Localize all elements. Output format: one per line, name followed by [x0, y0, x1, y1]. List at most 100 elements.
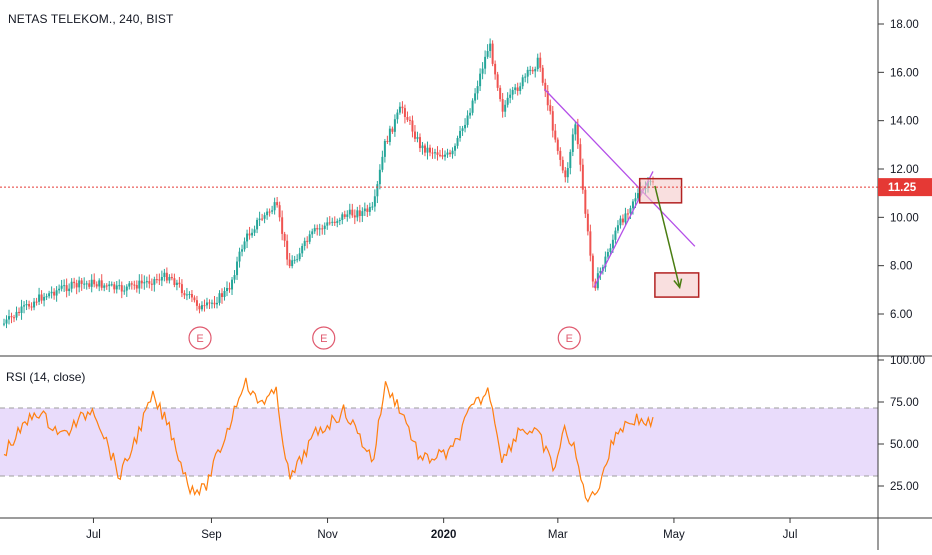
candle: [145, 281, 148, 283]
candle: [624, 213, 627, 223]
candle: [454, 145, 457, 151]
candle: [331, 221, 334, 223]
candle: [611, 239, 614, 249]
candle: [213, 302, 216, 305]
rsi-layer: [3, 377, 654, 503]
candle: [491, 43, 494, 64]
candle: [178, 282, 181, 285]
earnings-marker-label: E: [196, 333, 203, 345]
candle: [604, 256, 607, 268]
candle: [88, 283, 91, 287]
candle: [313, 228, 316, 232]
current-price-badge: [878, 178, 932, 197]
candle: [589, 231, 592, 256]
candle: [426, 147, 429, 153]
candle: [256, 219, 259, 230]
target-rectangle[interactable]: [638, 177, 683, 204]
candle: [25, 304, 28, 306]
candle: [579, 144, 582, 165]
candle: [195, 300, 198, 306]
candle: [479, 73, 482, 87]
candle: [511, 89, 514, 95]
axis-layer: 6.00 8.00 10.00 12.00 14.00 16.00 18.00 11.25 25…: [86, 19, 932, 541]
candle: [446, 152, 449, 155]
candle: [168, 276, 171, 281]
candle: [584, 189, 587, 214]
candle: [338, 219, 341, 222]
candle: [521, 77, 524, 87]
candle: [13, 317, 16, 319]
candle: [236, 261, 239, 276]
candle: [115, 285, 118, 290]
candle: [351, 209, 354, 216]
price-tick-label: 18.00: [890, 19, 919, 31]
candle: [418, 137, 421, 149]
candle: [423, 145, 426, 153]
candle: [271, 210, 274, 212]
candle: [160, 277, 163, 281]
candle: [140, 280, 143, 284]
earnings-marker[interactable]: [312, 326, 336, 350]
candle: [356, 210, 359, 218]
candle: [341, 214, 344, 220]
candle: [358, 210, 361, 217]
candle: [248, 233, 251, 236]
rsi-line: [3, 377, 654, 503]
candle: [609, 248, 612, 253]
candle: [626, 213, 629, 215]
candle: [484, 56, 487, 69]
candle: [371, 206, 374, 208]
price-tick-label: 12.00: [890, 164, 919, 176]
candle: [95, 284, 98, 287]
candle: [268, 211, 271, 213]
trendline[interactable]: [544, 88, 696, 247]
rsi-indicator-label[interactable]: RSI (14, close): [6, 370, 86, 384]
candle: [153, 279, 156, 285]
candle: [373, 196, 376, 207]
earnings-marker[interactable]: [557, 326, 581, 350]
candle: [80, 280, 83, 284]
candle: [100, 280, 103, 288]
candle: [436, 152, 439, 155]
candle: [83, 283, 86, 285]
candle: [406, 117, 409, 120]
candle: [303, 240, 306, 247]
candle: [469, 112, 472, 116]
candle: [428, 147, 431, 153]
candle: [93, 279, 96, 285]
candle: [258, 218, 261, 220]
candle: [451, 150, 454, 155]
candle: [281, 217, 284, 234]
candle: [5, 319, 8, 324]
candle: [569, 151, 572, 169]
candle: [148, 281, 151, 284]
candle: [190, 293, 193, 298]
price-layer: [3, 38, 654, 329]
candle: [155, 279, 158, 281]
candle: [591, 255, 594, 282]
candle: [408, 119, 411, 121]
candle: [499, 87, 502, 100]
rsi-tick-label: 75.00: [890, 397, 919, 409]
candle: [58, 288, 61, 291]
earnings-marker[interactable]: [188, 326, 212, 350]
candle: [411, 120, 414, 132]
candle: [301, 246, 304, 254]
candle: [293, 259, 296, 261]
candle: [278, 205, 281, 218]
candle: [574, 124, 577, 135]
candle: [103, 285, 106, 288]
candle: [175, 282, 178, 285]
candle: [135, 285, 138, 289]
rsi-tick-label: 50.00: [890, 439, 919, 451]
candle: [273, 202, 276, 211]
candle: [311, 231, 314, 235]
candle: [441, 155, 444, 157]
candle: [474, 93, 477, 101]
candle: [531, 69, 534, 72]
candle: [506, 97, 509, 105]
candle: [150, 283, 153, 285]
forecast-arrow[interactable]: [654, 185, 681, 288]
earnings-marker-label: E: [566, 333, 573, 345]
candle: [536, 57, 539, 70]
